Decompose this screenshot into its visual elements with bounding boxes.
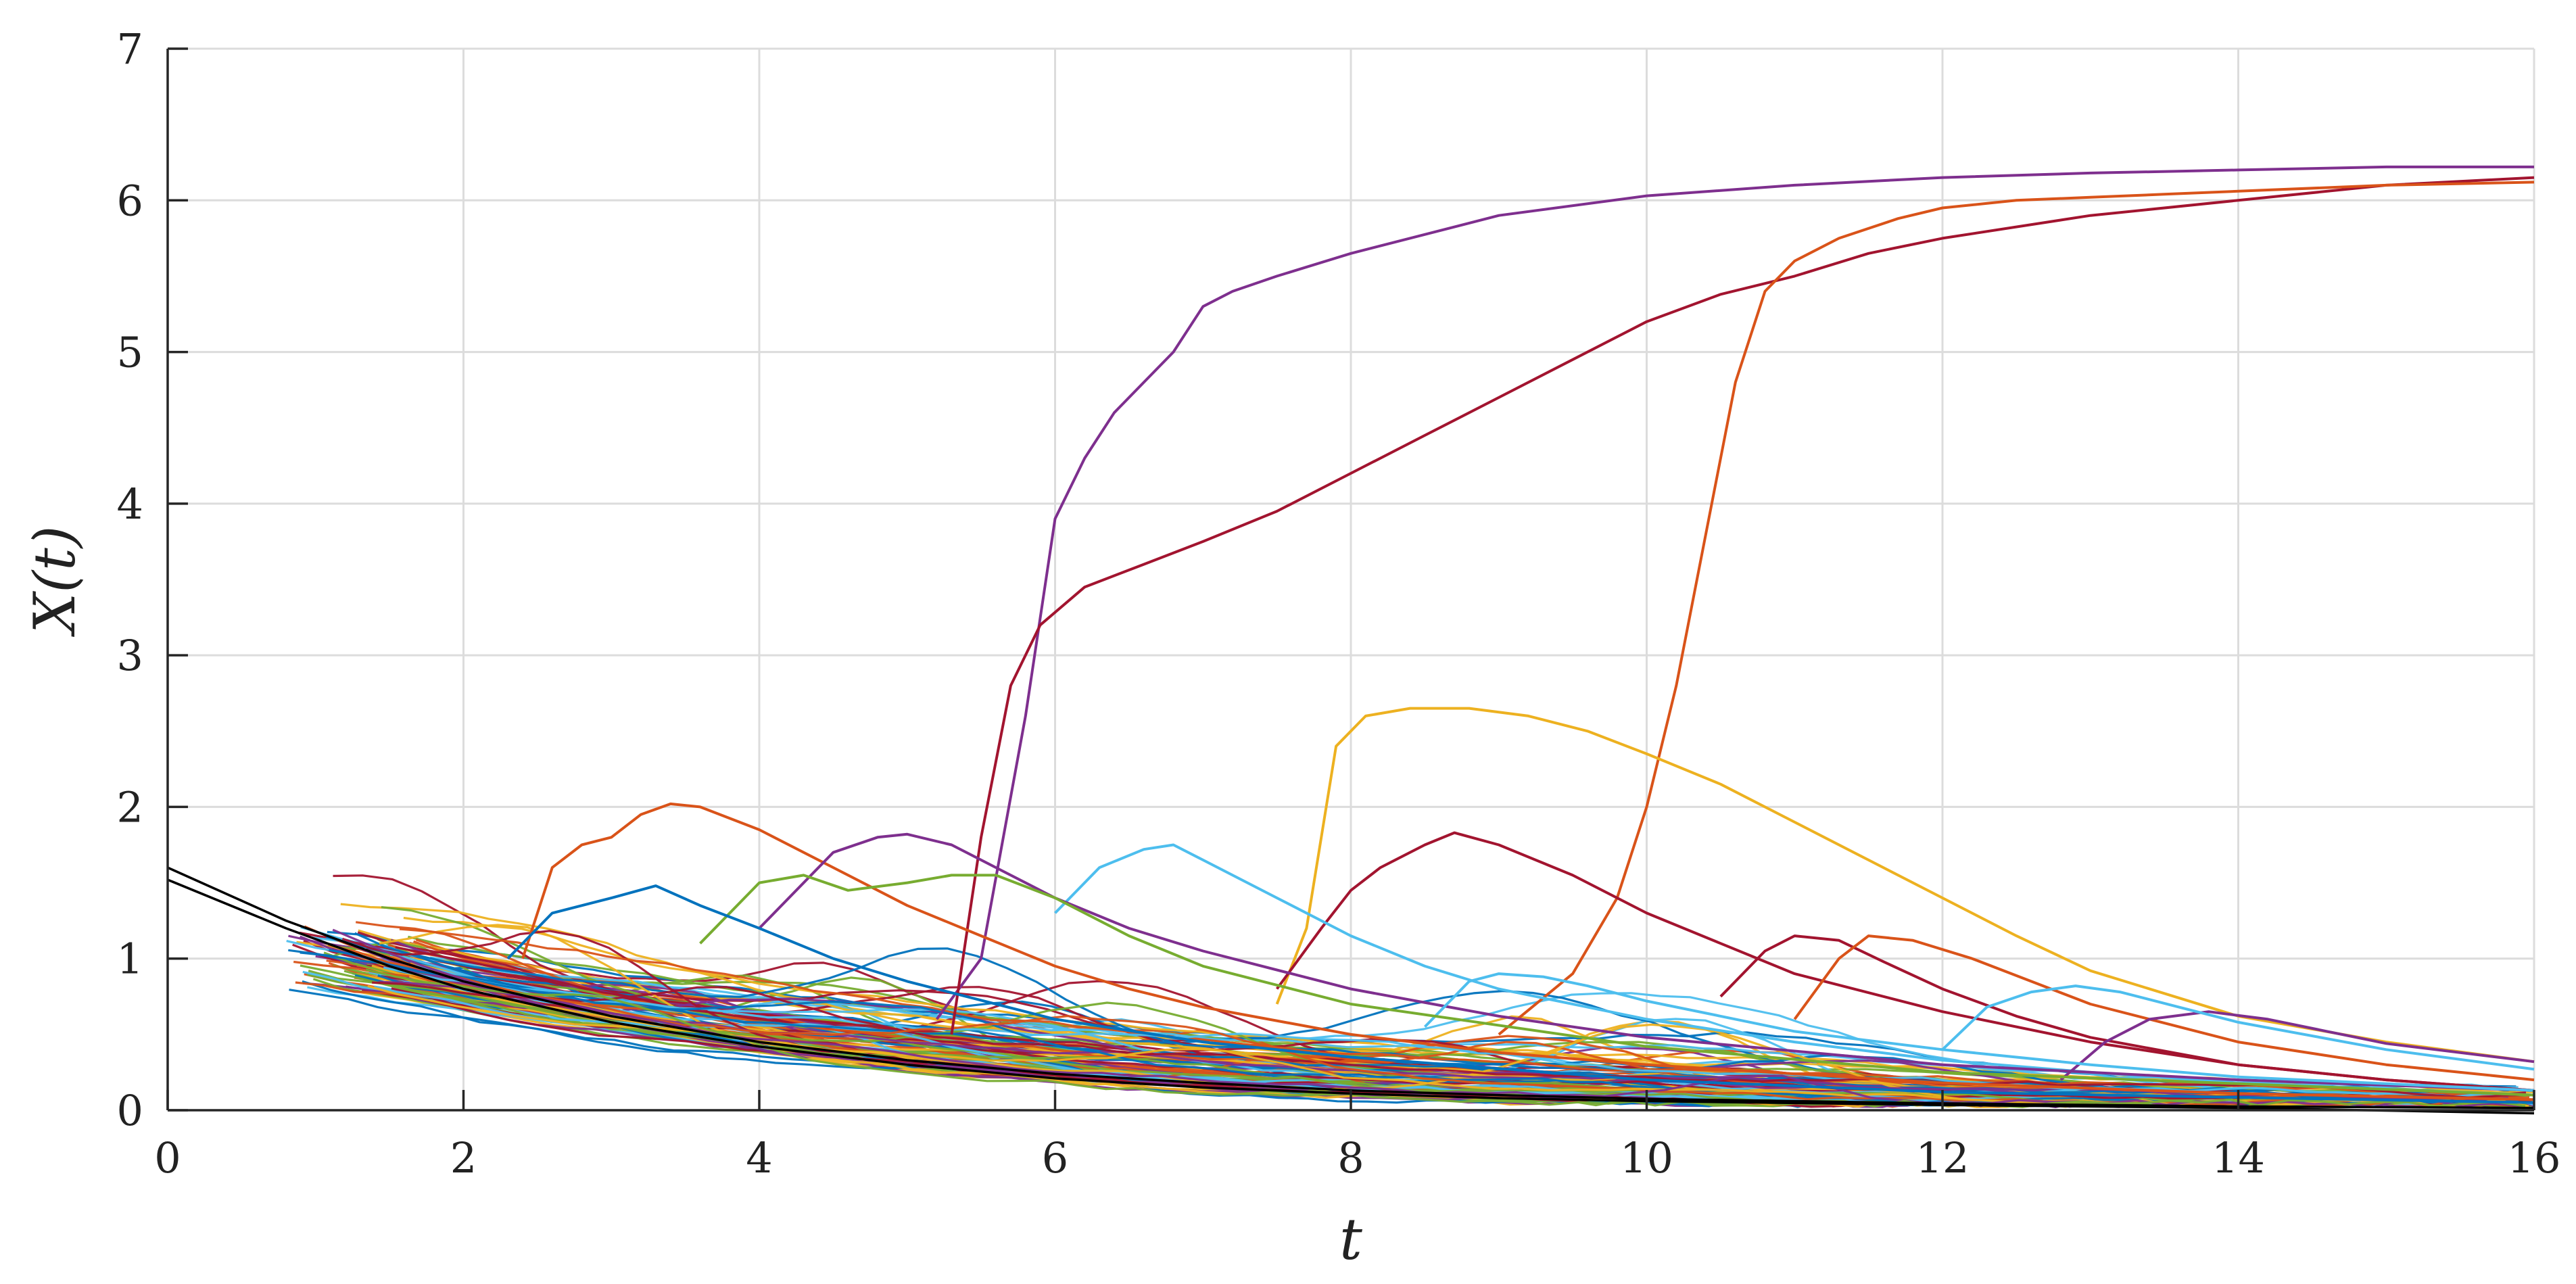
x-tick-label: 10 bbox=[1620, 1133, 1673, 1183]
y-tick-label: 1 bbox=[117, 934, 143, 984]
x-tick-label: 4 bbox=[746, 1133, 772, 1183]
x-tick-label: 12 bbox=[1916, 1133, 1970, 1183]
x-tick-label: 16 bbox=[2508, 1133, 2561, 1183]
y-tick-label: 7 bbox=[117, 24, 143, 74]
x-axis-label: t bbox=[1339, 1206, 1362, 1273]
y-tick-label: 3 bbox=[117, 631, 143, 680]
y-tick-label: 2 bbox=[117, 782, 143, 832]
y-tick-label: 5 bbox=[117, 328, 143, 377]
y-tick-label: 4 bbox=[117, 479, 143, 529]
x-tick-label: 6 bbox=[1042, 1133, 1068, 1183]
y-tick-label: 0 bbox=[117, 1086, 143, 1135]
x-tick-label: 14 bbox=[2212, 1133, 2265, 1183]
y-tick-label: 6 bbox=[117, 176, 143, 225]
y-axis-label: X(t) bbox=[22, 525, 88, 637]
x-tick-label: 2 bbox=[450, 1133, 477, 1183]
x-tick-label: 8 bbox=[1337, 1133, 1364, 1183]
x-tick-label: 0 bbox=[154, 1133, 181, 1183]
